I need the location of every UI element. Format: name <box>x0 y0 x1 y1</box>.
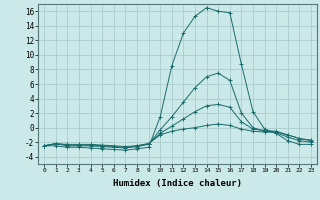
X-axis label: Humidex (Indice chaleur): Humidex (Indice chaleur) <box>113 179 242 188</box>
